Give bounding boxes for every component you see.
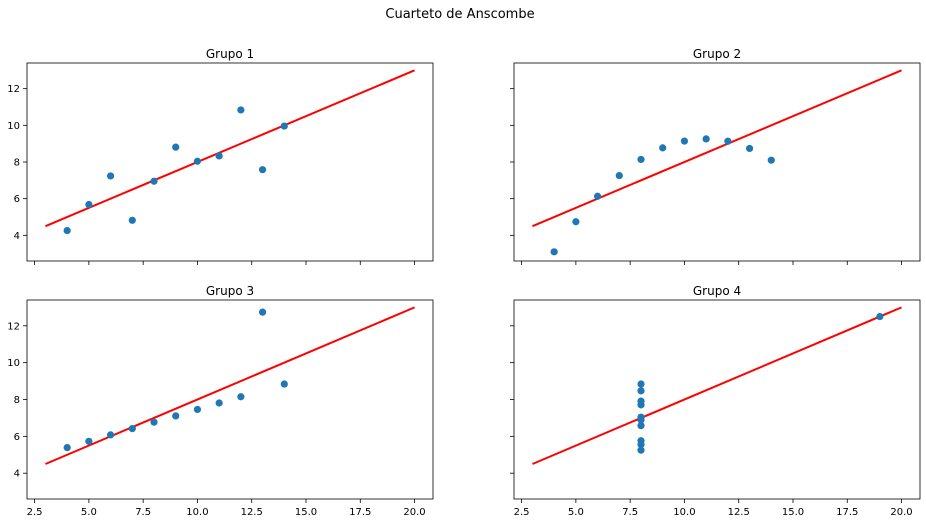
data-point <box>150 418 158 426</box>
fit-line <box>45 69 415 228</box>
data-point <box>572 218 580 226</box>
subplot-grid: Grupo 1 4 6 8 10 12 Grupo 2 Grupo 3 2.5 5.0 7.5 10.… <box>7 47 921 518</box>
data-point <box>150 177 158 185</box>
y-tick-label: 10 <box>7 358 20 369</box>
data-point <box>172 412 180 420</box>
data-point <box>724 137 732 145</box>
x-tick-label: 2.5 <box>27 507 43 518</box>
data-point <box>637 446 645 454</box>
data-point <box>215 152 223 160</box>
data-point <box>106 172 115 180</box>
y-tick-label: 4 <box>14 231 20 242</box>
x-tick-label: 10.0 <box>673 507 695 518</box>
x-tick-label: 5.0 <box>568 507 584 518</box>
subplot-title: Grupo 1 <box>206 47 254 61</box>
fit-line <box>532 69 902 228</box>
x-tick-label: 15.0 <box>782 507 804 518</box>
data-point <box>63 226 71 235</box>
data-point <box>172 143 180 151</box>
data-point <box>659 144 667 152</box>
data-point <box>745 144 754 153</box>
data-point <box>767 156 775 164</box>
data-point <box>876 312 884 321</box>
data-point <box>637 416 645 424</box>
data-point <box>637 380 645 388</box>
y-tick-label: 6 <box>14 194 20 205</box>
y-tick-label: 6 <box>14 432 20 443</box>
figure-suptitle: Cuarteto de Anscombe <box>385 7 534 22</box>
x-tick-label: 7.5 <box>622 507 638 518</box>
data-point <box>128 425 136 433</box>
data-point <box>615 171 623 180</box>
subplot-title: Grupo 2 <box>693 47 741 61</box>
data-point <box>63 443 71 452</box>
fit-line <box>532 306 902 465</box>
x-tick-label: 17.5 <box>349 507 371 518</box>
data-point <box>237 393 245 401</box>
data-point <box>280 380 288 388</box>
y-tick-label: 4 <box>14 469 20 480</box>
x-tick-label: 12.5 <box>241 507 263 518</box>
subplot-title: Grupo 4 <box>693 284 741 298</box>
x-tick-label: 5.0 <box>81 507 97 518</box>
data-point <box>106 431 115 439</box>
data-point <box>637 155 645 164</box>
data-point <box>702 135 710 143</box>
data-point <box>550 248 558 256</box>
x-tick-label: 20.0 <box>890 507 912 518</box>
data-point <box>637 397 645 405</box>
data-point <box>280 122 288 130</box>
data-point <box>680 137 689 145</box>
y-tick-label: 8 <box>14 158 20 169</box>
data-point <box>85 437 93 445</box>
data-point <box>637 422 645 430</box>
data-point <box>637 440 645 449</box>
data-point <box>637 387 645 395</box>
data-point <box>593 192 602 200</box>
x-tick-label: 20.0 <box>403 507 425 518</box>
subplot-4: Grupo 4 2.5 5.0 7.5 10.0 12.5 15.0 17.5 20.0 <box>510 284 921 518</box>
x-tick-label: 17.5 <box>836 507 858 518</box>
data-point <box>258 166 267 174</box>
x-tick-label: 10.0 <box>186 507 208 518</box>
y-tick-label: 8 <box>14 395 20 406</box>
fit-line <box>45 306 415 465</box>
x-tick-label: 12.5 <box>728 507 750 518</box>
data-point <box>193 405 202 414</box>
subplot-3: Grupo 3 2.5 5.0 7.5 10.0 12.5 15.0 17.5 20.0 4 6 8 1… <box>7 284 434 518</box>
data-point <box>193 157 202 165</box>
data-point <box>237 106 245 114</box>
x-tick-label: 15.0 <box>295 507 317 518</box>
subplot-1: Grupo 1 4 6 8 10 12 <box>7 47 434 265</box>
subplot-title: Grupo 3 <box>206 284 254 298</box>
data-point <box>258 308 267 316</box>
data-point <box>215 399 223 407</box>
y-tick-label: 12 <box>7 84 20 95</box>
y-tick-label: 10 <box>7 121 20 132</box>
data-point <box>128 216 136 224</box>
data-point <box>85 200 93 209</box>
x-tick-label: 2.5 <box>514 507 530 518</box>
subplot-2: Grupo 2 <box>510 47 921 265</box>
x-tick-label: 7.5 <box>135 507 151 518</box>
y-tick-label: 12 <box>7 321 20 332</box>
